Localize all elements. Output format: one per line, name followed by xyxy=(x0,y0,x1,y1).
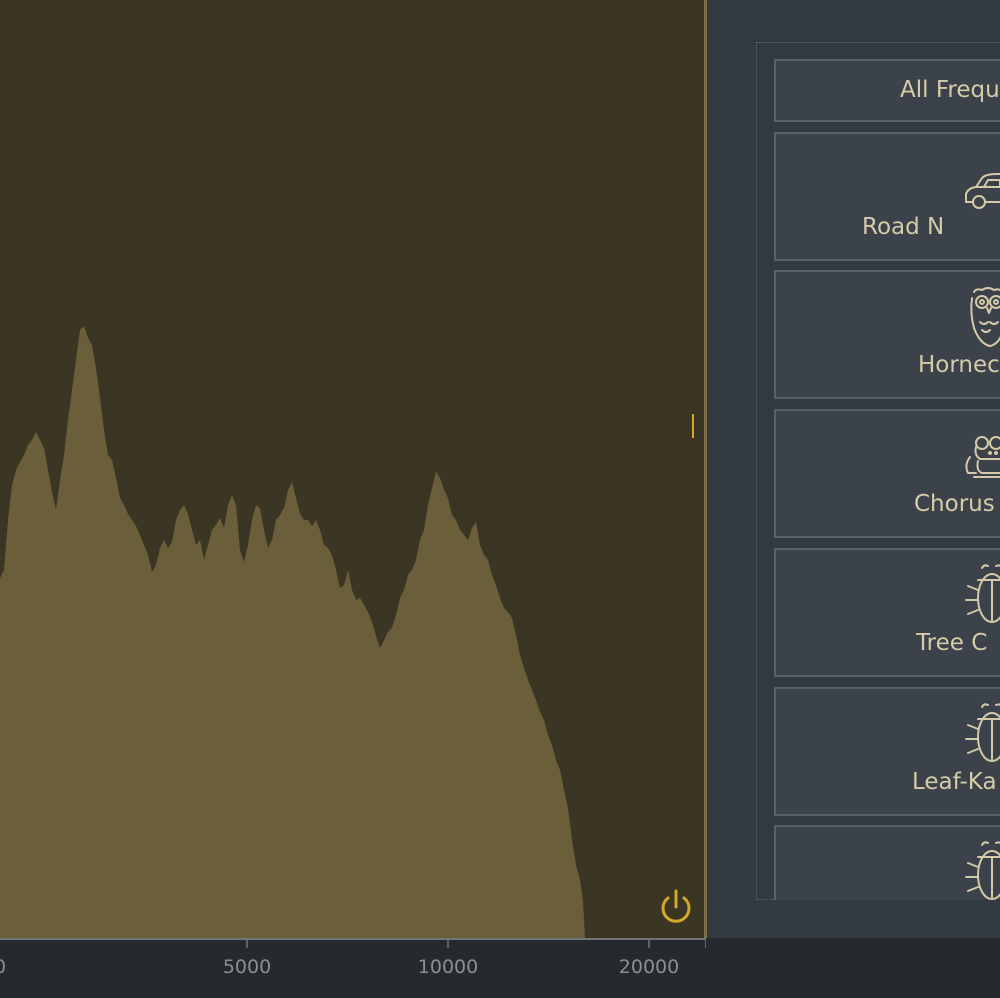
sound-item-tree-cricket[interactable]: Tree C xyxy=(774,548,1000,677)
axis-tick-label: 0 xyxy=(0,956,6,978)
power-icon[interactable] xyxy=(658,887,694,927)
beetle-icon xyxy=(965,841,1000,900)
item-label: Leaf-Ka xyxy=(912,769,997,795)
car-icon xyxy=(965,173,1000,209)
sound-item-horned-owl[interactable]: Hornec xyxy=(774,270,1000,399)
beetle-icon xyxy=(965,703,1000,762)
axis-tick-label: 5000 xyxy=(223,956,271,978)
all-frequencies-button[interactable]: All Frequ xyxy=(774,59,1000,122)
owl-icon xyxy=(970,287,1000,347)
beetle-icon xyxy=(965,564,1000,623)
item-label: Chorus xyxy=(914,491,995,517)
panel-divider[interactable] xyxy=(704,0,707,938)
frequency-axis: 0 5000 10000 20000 xyxy=(0,938,706,998)
axis-tick-label: 20000 xyxy=(619,956,679,978)
sound-item-partial[interactable] xyxy=(774,825,1000,905)
list-clip xyxy=(757,900,1000,938)
sound-item-chorus-frog[interactable]: Chorus xyxy=(774,409,1000,538)
frequency-cursor[interactable] xyxy=(692,414,694,438)
item-label: Tree C xyxy=(916,630,988,656)
spectrum-display[interactable] xyxy=(0,0,706,938)
item-label: Road N xyxy=(862,214,945,240)
frog-icon xyxy=(965,436,1000,478)
sound-item-road-noise[interactable]: Road N xyxy=(774,132,1000,261)
spectrum-fill xyxy=(0,326,585,938)
footer-bar xyxy=(706,938,1000,998)
axis-tick-label: 10000 xyxy=(418,956,478,978)
item-label: All Frequ xyxy=(900,77,1000,103)
item-label: Hornec xyxy=(918,352,1000,378)
sound-item-leaf-katydid[interactable]: Leaf-Ka xyxy=(774,687,1000,816)
